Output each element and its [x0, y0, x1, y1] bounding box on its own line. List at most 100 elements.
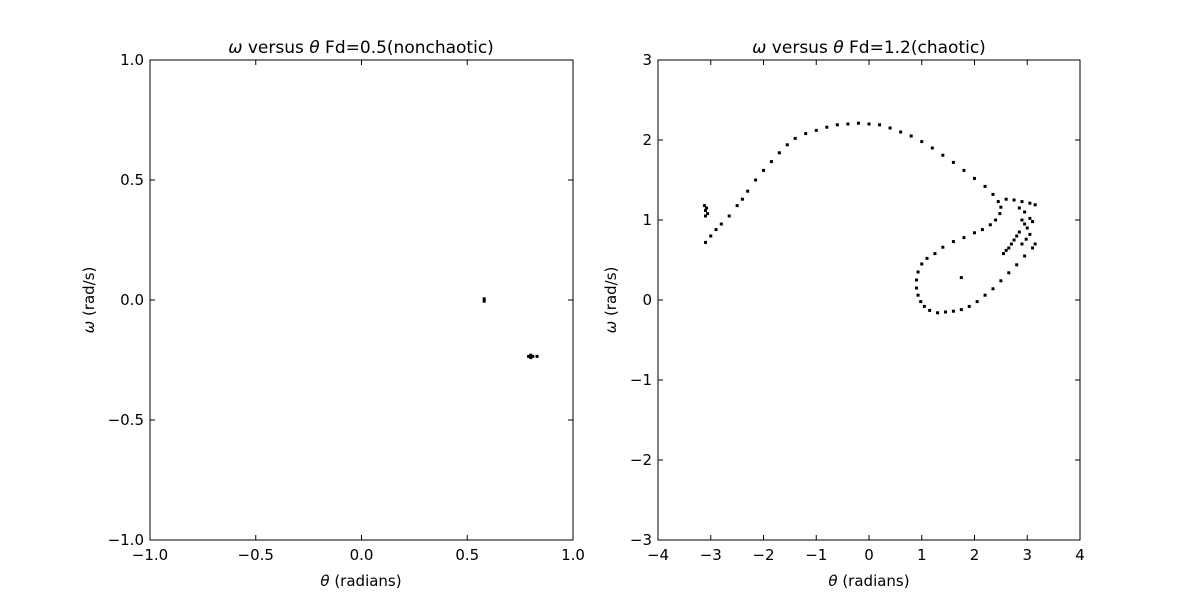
right-data-point — [1033, 242, 1037, 246]
right-data-point — [754, 178, 758, 182]
right-data-point — [1033, 203, 1037, 207]
right-data-point — [1025, 226, 1029, 230]
right-data-point — [867, 122, 871, 126]
left-ytick-label: 0.0 — [120, 291, 144, 309]
right-data-point — [1023, 254, 1027, 258]
right-data-point — [959, 308, 963, 312]
right-data-point — [967, 304, 971, 308]
right-data-point — [709, 234, 713, 238]
right-data-point — [793, 136, 797, 140]
right-chart: ω versus θ Fd=1.2(chaotic) −4 −3 −2 −1 0 1 2 3 4… — [602, 38, 1085, 590]
right-data-point — [1017, 206, 1021, 210]
right-xtick-label: 4 — [1075, 546, 1085, 564]
right-data-point — [959, 276, 963, 280]
right-data-point — [899, 130, 903, 134]
right-data-point — [702, 204, 706, 208]
right-data-point — [962, 236, 966, 240]
right-data-point — [999, 279, 1003, 283]
right-xtick-label: 1 — [917, 546, 927, 564]
right-data-point — [951, 160, 955, 164]
left-ytick-label: −1.0 — [108, 531, 144, 549]
right-ytick-label: 3 — [642, 51, 652, 69]
right-data-point — [914, 278, 918, 282]
right-ytick-label: −3 — [630, 531, 652, 549]
right-chart-points — [702, 121, 1037, 315]
right-data-point — [1004, 197, 1008, 201]
right-data-point — [919, 300, 923, 304]
right-data-point — [714, 228, 718, 232]
right-data-point — [998, 212, 1002, 216]
left-xtick-label: 1.0 — [561, 546, 585, 564]
right-data-point — [706, 212, 710, 216]
right-data-point — [994, 218, 998, 222]
left-xtick-label: 0.5 — [455, 546, 479, 564]
left-xtick-label: −0.5 — [238, 546, 274, 564]
left-xtick-label: −1.0 — [132, 546, 168, 564]
right-data-point — [991, 192, 995, 196]
right-data-point — [936, 311, 940, 315]
right-data-point — [943, 310, 947, 314]
right-data-point — [933, 252, 937, 256]
right-ytick-label: 1 — [642, 211, 652, 229]
right-data-point — [973, 176, 976, 180]
right-ytick-label: 0 — [642, 291, 652, 309]
right-ytick-label: −2 — [630, 451, 652, 469]
right-data-point — [814, 128, 818, 132]
right-data-point — [988, 223, 992, 227]
right-chart-frame — [657, 59, 1081, 541]
right-data-point — [962, 168, 966, 172]
left-chart-frame — [149, 59, 574, 541]
right-data-point — [1028, 232, 1032, 236]
right-data-point — [1028, 216, 1032, 220]
left-data-point — [482, 299, 486, 303]
left-data-point — [535, 354, 539, 358]
right-data-point — [1012, 198, 1016, 202]
right-xtick-label: −1 — [805, 546, 827, 564]
right-data-point — [746, 189, 750, 193]
left-chart-ticks: −1.0 −0.5 0.0 0.5 1.0 −1.0 −0.5 0.0 0.5 1.0 — [108, 51, 585, 564]
left-ytick-label: 0.5 — [120, 171, 144, 189]
right-data-point — [804, 132, 808, 136]
right-data-point — [703, 240, 707, 244]
left-data-point — [527, 354, 531, 358]
left-xtick-label: 0.0 — [350, 546, 374, 564]
right-data-point — [777, 151, 781, 155]
right-data-point — [1031, 220, 1035, 224]
right-chart-xlabel: θ (radians) — [828, 572, 909, 590]
right-xtick-label: −4 — [647, 546, 669, 564]
right-data-point — [705, 206, 709, 210]
right-data-point — [916, 270, 920, 274]
right-data-point — [951, 309, 955, 313]
right-data-point — [951, 240, 955, 244]
right-xtick-label: 3 — [1022, 546, 1032, 564]
right-xtick-label: 2 — [970, 546, 980, 564]
right-data-point — [719, 222, 723, 226]
right-data-point — [740, 197, 744, 201]
right-xtick-label: −3 — [700, 546, 722, 564]
right-data-point — [909, 134, 913, 138]
right-data-point — [1015, 263, 1019, 267]
right-data-point — [846, 122, 850, 126]
right-data-point — [920, 140, 924, 144]
right-data-point — [991, 287, 995, 291]
left-data-point — [482, 297, 486, 301]
right-data-point — [888, 126, 892, 130]
right-data-point — [1002, 252, 1006, 256]
right-data-point — [914, 286, 918, 290]
right-xtick-label: −2 — [752, 546, 774, 564]
right-data-point — [941, 153, 945, 157]
right-data-point — [1007, 246, 1011, 250]
right-data-point — [1015, 234, 1019, 238]
right-data-point — [983, 293, 987, 297]
right-data-point — [941, 245, 945, 249]
right-data-point — [928, 308, 932, 312]
right-data-point — [835, 123, 839, 127]
right-data-point — [785, 143, 789, 147]
right-data-point — [878, 123, 882, 127]
left-ytick-label: −0.5 — [108, 411, 144, 429]
right-data-point — [1024, 237, 1028, 241]
right-xtick-label: 0 — [864, 546, 874, 564]
right-chart-ylabel: ω (rad/s) — [602, 267, 620, 334]
